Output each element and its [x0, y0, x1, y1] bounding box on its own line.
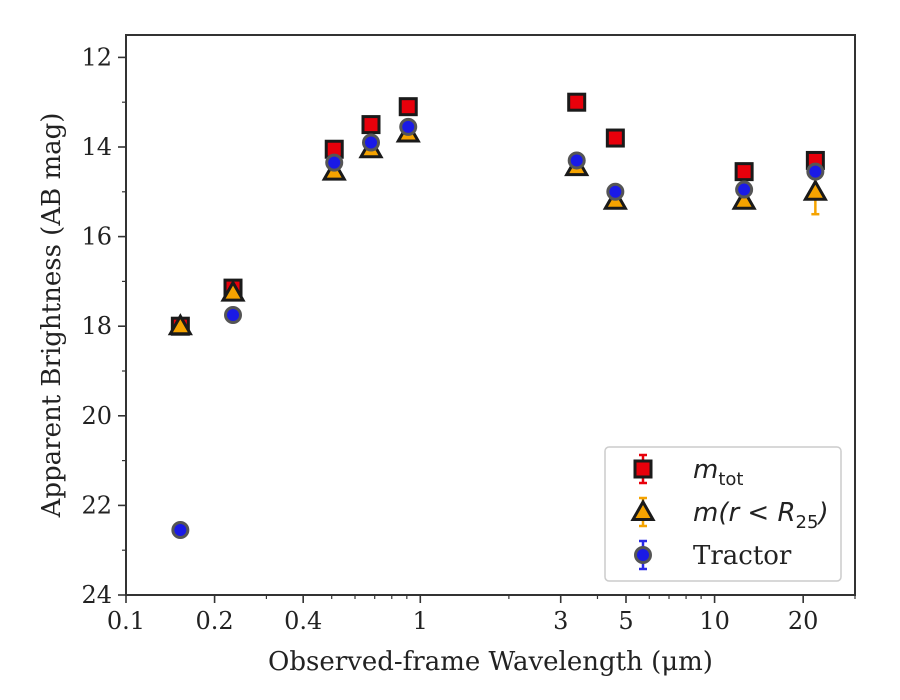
y-tick-label: 12 — [81, 43, 112, 71]
y-tick-label: 22 — [81, 491, 112, 519]
data-point — [735, 180, 754, 199]
x-axis-label: Observed-frame Wavelength (μm) — [268, 647, 713, 677]
legend-marker — [630, 498, 656, 521]
axes-frame — [125, 34, 856, 596]
y-tick-label: 20 — [81, 402, 112, 430]
legend-label: Tractor — [693, 541, 792, 571]
legend-label: mtot — [693, 455, 743, 490]
x-tick-label: 0.1 — [107, 607, 145, 635]
x-tick-label: 0.2 — [196, 607, 234, 635]
data-point — [734, 162, 754, 182]
data-point — [325, 153, 344, 172]
data-point — [220, 279, 246, 302]
legend-marker — [633, 459, 653, 479]
x-tick-label: 3 — [553, 607, 568, 635]
data-point — [605, 128, 625, 148]
data-point — [567, 92, 587, 112]
axes: 12 14 16 18 20 22 240.1 0.2 0.4 1 3 5 10 20 — [81, 34, 856, 635]
data-point — [224, 306, 243, 324]
x-tick-label: 10 — [699, 607, 730, 635]
data-point — [398, 97, 418, 117]
legend-entry: mtot — [633, 453, 743, 490]
legend: mtot m(r < R25) Tractor — [604, 446, 842, 582]
y-tick-label: 14 — [81, 133, 112, 161]
x-tick-label: 1 — [413, 607, 428, 635]
series-circle — [171, 117, 825, 540]
data-point — [567, 151, 586, 170]
legend-label: m(r < R25) — [693, 498, 829, 533]
data-point — [802, 178, 828, 201]
legend-entry: m(r < R25) — [630, 496, 829, 533]
y-tick-label: 24 — [81, 581, 112, 609]
data-point — [399, 117, 418, 136]
data-point — [171, 521, 190, 540]
y-tick-label: 18 — [81, 312, 112, 340]
data-point — [606, 182, 625, 201]
data-point — [362, 133, 381, 152]
data-point — [361, 115, 381, 135]
data-point — [731, 187, 757, 210]
y-tick-label: 16 — [81, 223, 112, 251]
legend-entry: Tractor — [634, 539, 792, 571]
legend-marker — [634, 546, 652, 564]
data-point — [167, 313, 193, 336]
x-tick-label: 0.4 — [284, 607, 322, 635]
data-point — [806, 162, 825, 181]
legend-box — [604, 446, 842, 582]
plot-area — [167, 92, 828, 540]
x-tick-label: 20 — [788, 607, 819, 635]
y-axis-label: Apparent Brightness (AB mag) — [37, 113, 67, 519]
x-tick-label: 5 — [618, 607, 633, 635]
